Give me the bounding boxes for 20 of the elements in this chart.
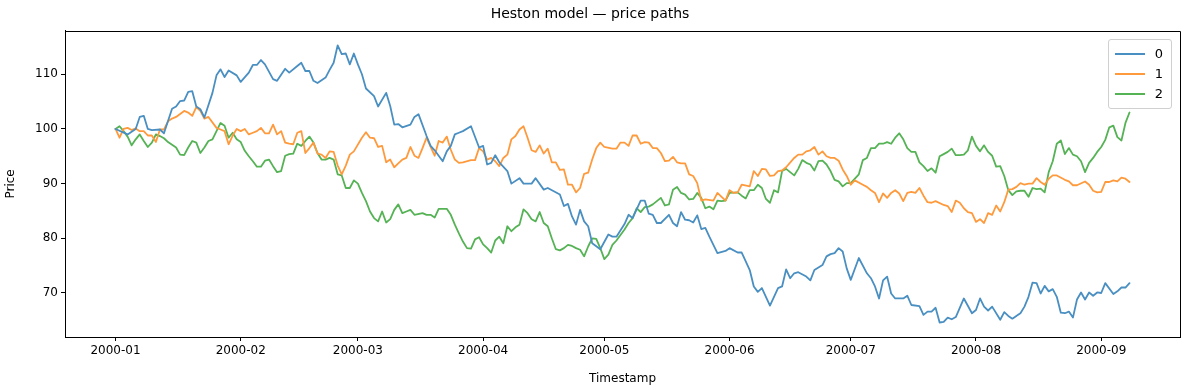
- x-tick-label: 2000-05: [579, 343, 630, 358]
- x-tick-label: 2000-07: [825, 343, 876, 358]
- y-tick-label: 70: [42, 285, 58, 300]
- x-tick-label: 2000-04: [458, 343, 509, 358]
- y-tick-label: 100: [35, 121, 58, 136]
- x-tick-label: 2000-01: [90, 343, 141, 358]
- legend-label: 2: [1154, 84, 1163, 103]
- x-tick-label: 2000-06: [704, 343, 755, 358]
- chart-title: Heston model — price paths: [490, 5, 690, 22]
- legend-label: 0: [1154, 44, 1163, 63]
- x-tick-label: 2000-03: [332, 343, 383, 358]
- y-tick-label: 110: [35, 66, 58, 81]
- y-axis-title: Price: [3, 169, 18, 199]
- x-tick-label: 2000-09: [1076, 343, 1127, 358]
- legend-label: 1: [1154, 64, 1163, 83]
- x-axis-title: Timestamp: [588, 370, 656, 385]
- x-tick-label: 2000-08: [950, 343, 1002, 358]
- y-tick-label: 90: [42, 175, 58, 190]
- y-tick-label: 80: [42, 230, 58, 245]
- x-tick-label: 2000-02: [215, 343, 266, 358]
